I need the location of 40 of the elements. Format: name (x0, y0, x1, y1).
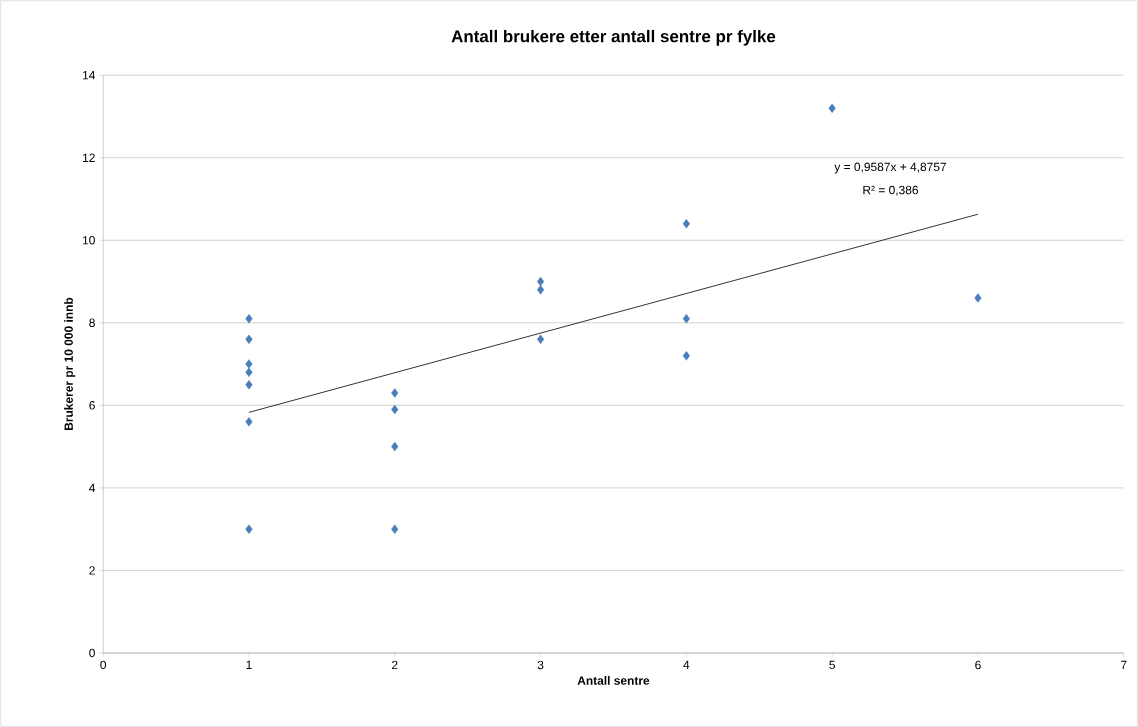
point (245, 417, 253, 427)
chart-title: Antall brukere etter antall sentre pr fylke (451, 29, 776, 46)
point (245, 313, 253, 324)
y-tick-label: 0 (89, 648, 95, 658)
y-tick-label: 14 (83, 70, 96, 80)
point (245, 524, 253, 534)
y-axis-title: Brukerer pr 10 000 innb (64, 297, 76, 430)
point (245, 334, 253, 344)
annotation: R² = 0,386 (863, 185, 918, 196)
point (391, 524, 399, 534)
x-tick-label: 0 (100, 660, 107, 670)
point (828, 103, 836, 113)
y-tick-label: 12 (83, 153, 95, 162)
y-tick-label: 8 (89, 318, 95, 327)
x-tick-label: 6 (975, 660, 981, 670)
x-tick-label: 5 (829, 660, 835, 670)
x-tick-label: 1 (246, 660, 252, 669)
point (682, 218, 690, 229)
annotation: y = 0,9587x + 4,8757 (834, 162, 946, 174)
point (245, 367, 253, 377)
point (245, 379, 253, 390)
y-tick-label: 4 (89, 483, 96, 492)
point (974, 293, 982, 303)
x-tick-label: 3 (537, 660, 544, 670)
point (391, 388, 399, 398)
point (682, 313, 690, 324)
y-tick-label: 2 (89, 566, 95, 575)
y-tick-label: 6 (89, 401, 95, 410)
y-tick-label: 10 (83, 235, 95, 245)
point (391, 404, 399, 415)
point (536, 334, 545, 344)
x-axis-title: Antall sentre (577, 675, 650, 685)
point (682, 351, 690, 361)
x-tick-label: 2 (392, 660, 398, 670)
x-tick-label: 7 (1121, 660, 1127, 669)
point (391, 441, 399, 452)
point (536, 276, 545, 287)
point (536, 285, 545, 295)
point (245, 359, 253, 369)
x-tick-label: 4 (683, 660, 690, 669)
